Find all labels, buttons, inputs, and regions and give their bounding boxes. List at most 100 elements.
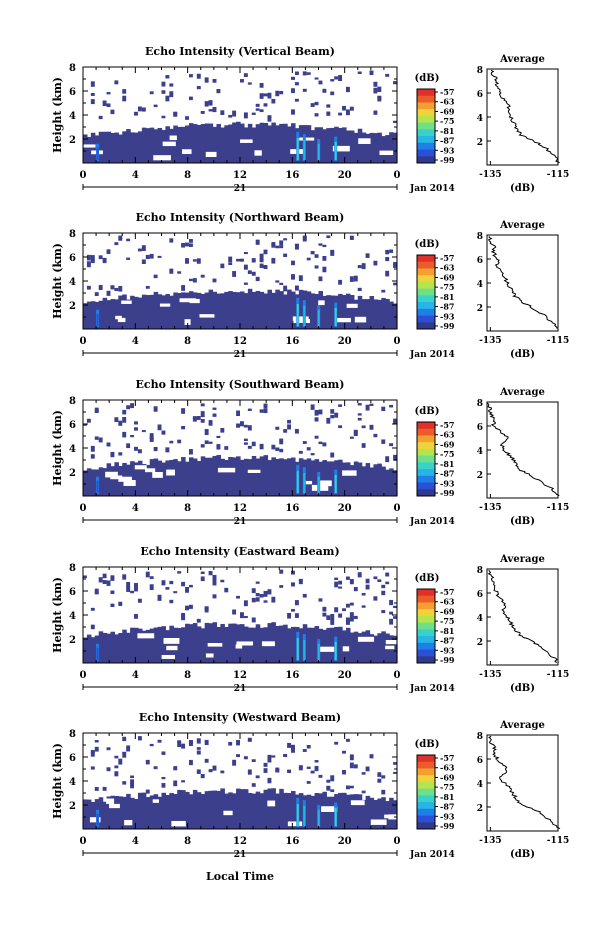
heatmap-speckle [318,598,323,602]
heatmap-speckle [134,614,138,619]
heatmap-cell [393,470,398,496]
heatmap-cell [118,134,123,163]
heatmap-speckle [228,114,233,118]
heatmap-speckle [271,444,276,450]
heatmap-speckle [291,260,295,266]
heatmap-speckle [385,581,390,585]
heatmap-speckle [130,779,135,785]
heatmap-cell [90,301,96,329]
heatmap-speckle [106,249,111,254]
heatmap-speckle [322,266,327,273]
heatmap-cell [342,462,347,496]
heatmap-cell [353,299,359,329]
heatmap-cell [220,623,225,663]
heatmap-plume-core [96,313,99,326]
heatmap-cell [208,457,214,496]
heatmap-speckle [185,258,189,264]
heatmap-cell [275,625,280,663]
heatmap-gap [83,144,96,148]
heatmap-cell [181,627,186,663]
heatmap-speckle [145,571,150,578]
colorbar-swatch [417,595,435,603]
heatmap-speckle [365,578,370,584]
heatmap-cell [224,125,229,163]
heatmap-speckle [318,243,323,246]
heatmap-cell [196,792,202,829]
heatmap-speckle [361,790,366,794]
heatmap-speckle [365,766,370,772]
heatmap-speckle [338,404,343,407]
heatmap-cell [86,634,92,663]
colorbar-frame [416,754,436,830]
heatmap-speckle [188,759,193,766]
heatmap-speckle [208,420,213,426]
heatmap-speckle [314,765,319,772]
heatmap-cell [169,793,174,829]
heatmap-speckle [196,738,201,744]
heatmap-cell [110,466,115,496]
heatmap-speckle [106,103,111,108]
heatmap-speckle [169,83,174,87]
heatmap-cell [134,132,139,163]
heatmap-speckle [122,781,127,785]
heatmap-speckle [126,745,131,752]
colorbar-tick-label: -99 [440,655,455,665]
average-profile-line [488,735,561,830]
heatmap-cell [106,633,112,663]
heatmap-cell [169,295,174,329]
heatmap-speckle [306,72,311,75]
heatmap-speckle [369,754,374,759]
colorbar-tick-label: -93 [440,145,455,155]
heatmap-speckle [345,619,350,625]
heatmap-speckle [298,450,303,454]
heatmap-cell [212,455,218,496]
heatmap-speckle [149,436,154,442]
colorbar-swatch [417,822,435,830]
heatmap-speckle [106,747,111,751]
heatmap-cell [196,460,202,496]
heatmap-plume-core [303,639,306,660]
colorbar-tick-label: -57 [440,753,454,763]
day-label: 21 [234,517,247,527]
heatmap-gap [207,643,223,647]
heatmap-cell [130,132,135,163]
heatmap-cell [263,455,269,496]
heatmap-cell [255,791,261,829]
heatmap-gap [199,314,215,318]
heatmap-speckle [90,624,95,630]
heatmap-cell [232,793,237,829]
heatmap-speckle [196,73,201,79]
heatmap-cell [306,627,312,663]
heatmap-cell [181,790,186,829]
heatmap-speckle [110,111,115,115]
heatmap-cell [345,794,351,829]
heatmap-speckle [349,762,354,769]
colorbar-swatch [417,448,435,457]
heatmap-speckle [338,112,343,116]
heatmap-cell [192,458,198,496]
heatmap-speckle [287,742,292,748]
heatmap-speckle [200,576,205,582]
heatmap-speckle [345,738,350,742]
heatmap-cell [306,125,312,163]
heatmap-cell [188,624,194,663]
heatmap-gap [89,817,101,823]
heatmap-plume-core [303,805,306,826]
heatmap-cell [365,795,371,829]
heatmap-speckle [106,92,111,95]
heatmap-gap [162,141,176,147]
heatmap-cell [181,457,186,496]
heatmap-gap [292,316,309,321]
heatmap-cell [377,132,382,163]
heatmap-cell [153,627,159,663]
heatmap-cell [357,794,363,829]
colorbar-swatch [417,768,435,776]
heatmap-cell [283,624,288,663]
heatmap-speckle [181,614,186,621]
colorbar-swatch [417,89,435,97]
heatmap-speckle [306,744,311,749]
heatmap-speckle [302,71,307,76]
heatmap-cell [157,294,163,329]
colorbar-tick-label: -57 [440,587,454,597]
colorbar-tick-label: -69 [440,439,455,449]
